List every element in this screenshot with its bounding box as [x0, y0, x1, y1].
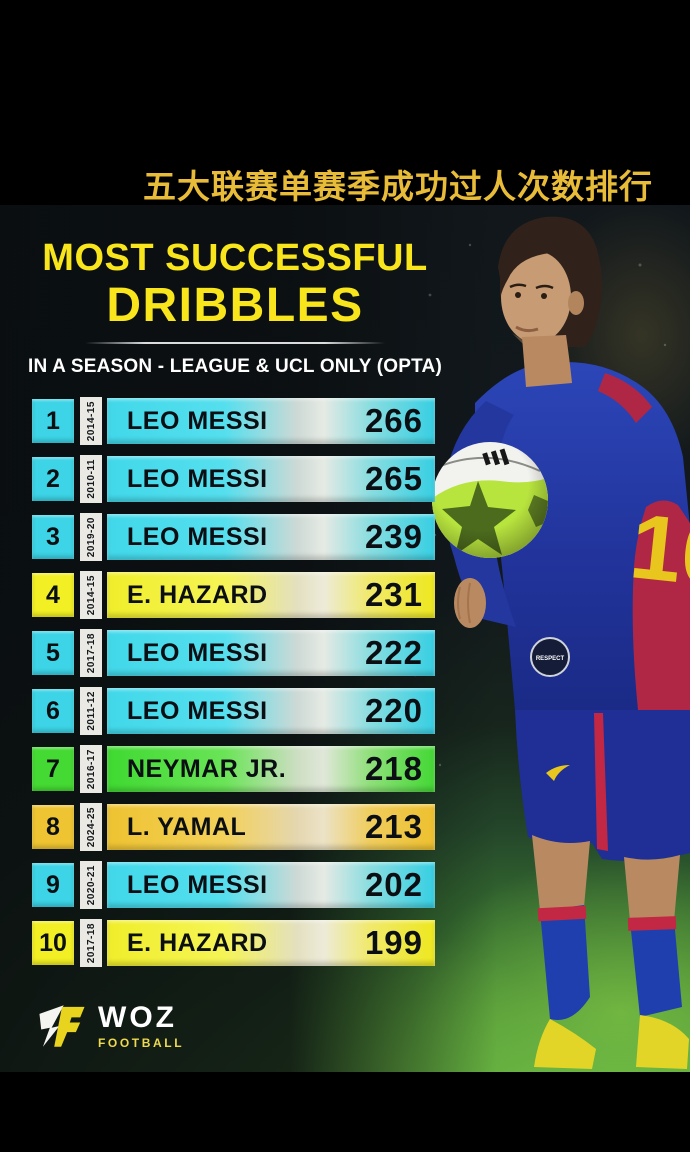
ranking-row: 4 2014-15 E. HAZARD 231 — [32, 571, 435, 619]
stat-bar: E. HAZARD 199 — [107, 920, 435, 966]
rank-cell: 10 — [32, 921, 74, 965]
stat-bar: LEO MESSI 222 — [107, 630, 435, 676]
bottom-black-band — [0, 1072, 690, 1152]
season-tab: 2014-15 — [80, 571, 102, 619]
ranking-row: 2 2010-11 LEO MESSI 265 — [32, 455, 435, 503]
ranking-row: 8 2024-25 L. YAMAL 213 — [32, 803, 435, 851]
respect-badge: RESPECT — [530, 637, 570, 677]
jersey-shoulder-stripe — [598, 373, 652, 423]
jersey-number: 10 — [626, 495, 690, 607]
stat-bar: L. YAMAL 213 — [107, 804, 435, 850]
ranking-row: 5 2017-18 LEO MESSI 222 — [32, 629, 435, 677]
season-tab: 2010-11 — [80, 455, 102, 503]
dribbles-value: 266 — [364, 402, 423, 439]
svg-text:RESPECT: RESPECT — [536, 656, 565, 662]
stat-bar: E. HAZARD 231 — [107, 572, 435, 618]
rank-cell: 1 — [32, 399, 74, 443]
ranking-row: 9 2020-21 LEO MESSI 202 — [32, 861, 435, 909]
jersey-red-panel — [632, 500, 690, 710]
player-head — [498, 216, 602, 387]
season-tab: 2017-18 — [80, 919, 102, 967]
ranking-list: 1 2014-15 LEO MESSI 266 2 2010-11 LEO ME… — [32, 397, 435, 978]
ranking-row: 10 2017-18 E. HAZARD 199 — [32, 919, 435, 967]
title-subtitle: IN A SEASON - LEAGUE & UCL ONLY (OPTA) — [27, 355, 443, 377]
season-label: 2011-12 — [85, 691, 97, 731]
dribbles-value: 218 — [364, 750, 423, 787]
player-name: LEO MESSI — [127, 464, 268, 493]
ranking-row: 6 2011-12 LEO MESSI 220 — [32, 687, 435, 735]
dribbles-value: 231 — [364, 576, 423, 613]
season-label: 2024-25 — [85, 806, 97, 848]
season-tab: 2019-20 — [80, 513, 102, 561]
rank-cell: 8 — [32, 805, 74, 849]
messi-photo: 10 — [413, 216, 690, 1069]
player-name: LEO MESSI — [127, 696, 268, 725]
player-name: LEO MESSI — [127, 406, 268, 435]
dribbles-value: 265 — [364, 460, 423, 497]
rank-cell: 9 — [32, 863, 74, 907]
title-line-1: MOST SUCCESSFUL — [42, 237, 428, 279]
dribbles-value: 220 — [364, 692, 423, 729]
brand-subtitle: FOOTBALL — [98, 1036, 185, 1050]
title-divider — [85, 341, 385, 344]
champions-league-ball — [432, 442, 548, 558]
season-tab: 2020-21 — [80, 861, 102, 909]
brand-name: WOZ — [98, 1001, 177, 1034]
player-name: LEO MESSI — [127, 870, 268, 899]
season-label: 2017-18 — [85, 632, 97, 674]
dribbles-value: 239 — [364, 518, 423, 555]
stat-bar: NEYMAR JR. 218 — [107, 746, 435, 792]
brand-text: WOZ FOOTBALL — [98, 1001, 185, 1050]
rank-cell: 4 — [32, 573, 74, 617]
dribbles-value: 222 — [364, 634, 423, 671]
season-tab: 2024-25 — [80, 803, 102, 851]
ranking-row: 3 2019-20 LEO MESSI 239 — [32, 513, 435, 561]
player-name: LEO MESSI — [127, 638, 268, 667]
season-label: 2016-17 — [85, 748, 97, 790]
season-tab: 2017-18 — [80, 629, 102, 677]
rank-cell: 3 — [32, 515, 74, 559]
ranking-row: 1 2014-15 LEO MESSI 266 — [32, 397, 435, 445]
season-label: 2014-15 — [85, 574, 97, 616]
title-line-2: DRIBBLES — [106, 278, 364, 332]
season-tab: 2014-15 — [80, 397, 102, 445]
dribbles-value: 202 — [364, 866, 423, 903]
player-name: E. HAZARD — [127, 928, 268, 957]
stat-bar: LEO MESSI 239 — [107, 514, 435, 560]
title-block: MOST SUCCESSFUL DRIBBLES IN A SEASON - L… — [15, 237, 455, 378]
dribbles-value: 213 — [364, 808, 423, 845]
player-hand — [454, 578, 486, 628]
rank-cell: 5 — [32, 631, 74, 675]
player-shorts — [515, 710, 690, 861]
season-label: 2010-11 — [85, 459, 97, 499]
season-label: 2020-21 — [85, 864, 97, 906]
rank-cell: 6 — [32, 689, 74, 733]
rank-cell: 7 — [32, 747, 74, 791]
season-tab: 2016-17 — [80, 745, 102, 793]
player-name: L. YAMAL — [127, 812, 247, 841]
dribbles-value: 199 — [364, 924, 423, 961]
stat-bar: LEO MESSI 220 — [107, 688, 435, 734]
brand-logo: WOZ FOOTBALL — [36, 1000, 184, 1052]
rank-cell: 2 — [32, 457, 74, 501]
player-legs — [532, 835, 689, 1069]
stat-bar: LEO MESSI 266 — [107, 398, 435, 444]
stat-bar: LEO MESSI 202 — [107, 862, 435, 908]
season-tab: 2011-12 — [80, 687, 102, 735]
player-name: LEO MESSI — [127, 522, 268, 551]
player-name: E. HAZARD — [127, 580, 268, 609]
player-name: NEYMAR JR. — [127, 754, 287, 783]
ranking-row: 7 2016-17 NEYMAR JR. 218 — [32, 745, 435, 793]
season-label: 2019-20 — [85, 516, 97, 558]
woz-logo-icon — [39, 1005, 85, 1047]
page-title: 五大联赛单赛季成功过人次数排行 — [143, 168, 653, 205]
season-label: 2017-18 — [85, 922, 97, 964]
season-label: 2014-15 — [85, 400, 97, 442]
stat-bar: LEO MESSI 265 — [107, 456, 435, 502]
